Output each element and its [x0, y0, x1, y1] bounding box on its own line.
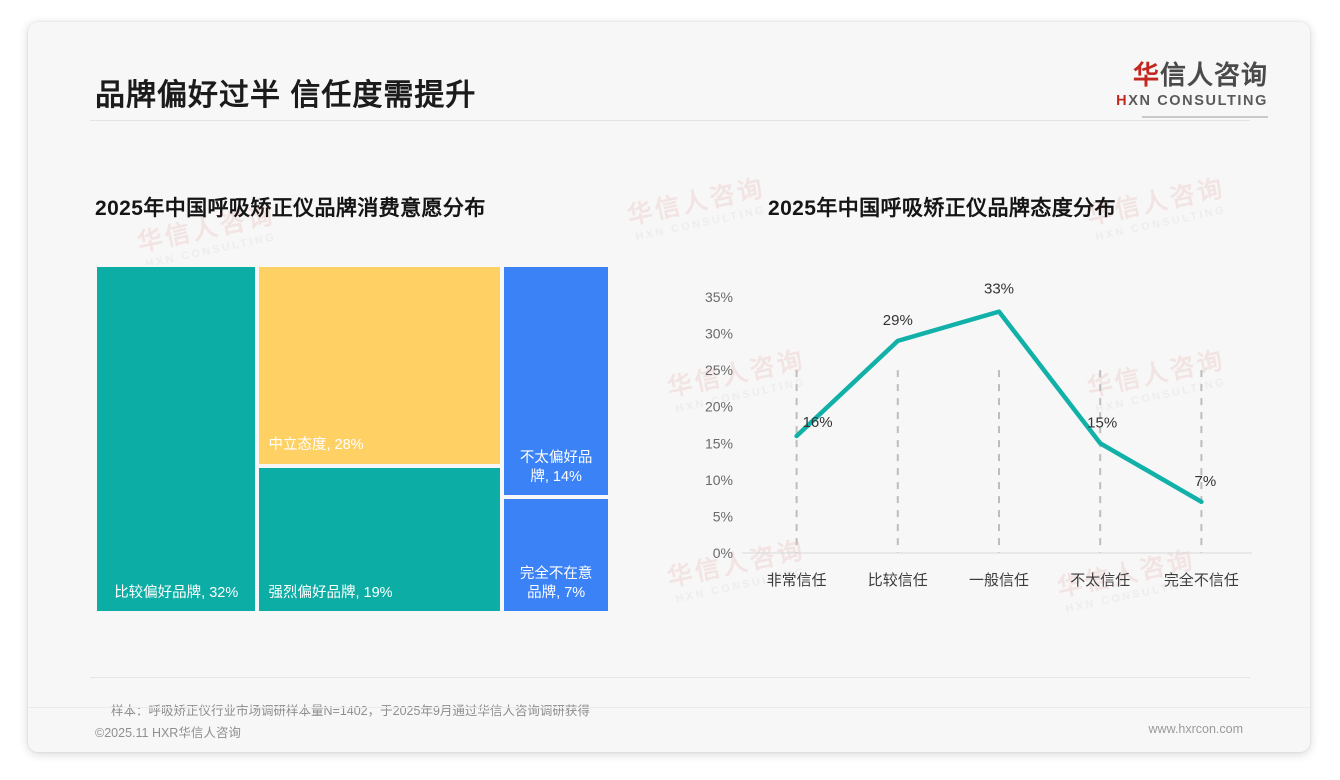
data-series-line — [794, 309, 1204, 505]
data-point-label: 16% — [803, 414, 833, 431]
y-axis-tick-label: 10% — [705, 472, 733, 488]
logo-h-character: H — [1116, 93, 1129, 109]
treemap-tile[interactable]: 强烈偏好品牌, 19% — [257, 465, 503, 613]
y-axis-tick-label: 30% — [705, 326, 733, 342]
brand-logo: 华信人咨询 HXN CONSULTING — [1116, 62, 1268, 118]
x-axis-category-label: 不太信任 — [1070, 572, 1130, 589]
treemap-tile[interactable]: 完全不在意品牌, 7% — [502, 496, 610, 613]
treemap-column: 不太偏好品牌, 14% 完全不在意品牌, 7% — [502, 265, 610, 613]
treemap-column: 比较偏好品牌, 32% — [95, 265, 258, 613]
treemap-tile-label: 强烈偏好品牌, 19% — [268, 584, 393, 601]
header-divider — [90, 120, 1250, 121]
treemap-tile-label: 完全不在意品牌, 7% — [519, 566, 593, 601]
footer-copyright: ©2025.11 HXR华信人咨询 — [95, 726, 241, 740]
y-axis-tick-label: 35% — [705, 289, 733, 305]
logo-underline — [1142, 115, 1268, 118]
treemap-tile-label: 中立态度, 28% — [268, 437, 364, 454]
footnote-divider — [90, 677, 1250, 678]
logo-chinese-rest: 信人咨询 — [1159, 60, 1268, 90]
footer-website[interactable]: www.hxrcon.com — [1148, 722, 1243, 736]
page-title: 品牌偏好过半 信任度需提升 — [95, 79, 477, 112]
data-point-label: 29% — [883, 312, 913, 329]
slide-header: 品牌偏好过半 信任度需提升 华信人咨询 HXN CONSULTING — [28, 22, 1310, 121]
x-axis-category-label: 非常信任 — [767, 572, 827, 589]
right-chart-title: 2025年中国呼吸矫正仪品牌态度分布 — [768, 197, 1116, 220]
treemap-tile[interactable]: 中立态度, 28% — [257, 265, 503, 466]
data-point-label: 15% — [1087, 414, 1117, 431]
treemap-tile[interactable]: 不太偏好品牌, 14% — [502, 265, 610, 497]
treemap-tile-label: 不太偏好品牌, 14% — [519, 450, 593, 485]
y-axis-tick-label: 15% — [705, 435, 733, 451]
y-axis-tick-label: 20% — [705, 399, 733, 415]
y-axis-tick-label: 25% — [705, 362, 733, 378]
logo-english-text: HXN CONSULTING — [1116, 94, 1268, 109]
line-chart-svg: 0% 5% 10% 15% 20% 25% 30% 35% 16% 29% 33% 15% 7% 非常信任… — [705, 281, 1252, 589]
slide-footer: ©2025.11 HXR华信人咨询 www.hxrcon.com — [28, 707, 1310, 752]
y-axis-tick-label: 5% — [713, 508, 733, 524]
slide: 品牌偏好过半 信任度需提升 华信人咨询 HXN CONSULTING 2025年… — [28, 22, 1310, 752]
logo-hua-character: 华 — [1132, 60, 1160, 90]
y-axis-tick-label: 0% — [713, 545, 733, 561]
logo-chinese-text: 华信人咨询 — [1116, 62, 1268, 88]
data-point-label: 33% — [984, 281, 1014, 298]
watermark-cn: 华信人咨询 — [624, 173, 768, 231]
watermark: 华信人咨询 HXN CONSULTING — [624, 173, 770, 244]
treemap-tile[interactable]: 比较偏好品牌, 32% — [95, 265, 258, 613]
x-axis-category-label: 比较信任 — [868, 571, 928, 589]
data-point-label: 7% — [1195, 473, 1217, 490]
x-axis-category-label: 一般信任 — [969, 572, 1029, 589]
logo-english-rest: XN CONSULTING — [1128, 93, 1268, 109]
x-axis-category-label: 完全不信任 — [1164, 571, 1239, 589]
treemap-chart: 比较偏好品牌, 32% 中立态度, 28% 强烈偏好品牌, 19% 不太偏好品牌, 1… — [95, 265, 610, 613]
treemap-column: 中立态度, 28% 强烈偏好品牌, 19% — [257, 265, 503, 613]
watermark-en: HXN CONSULTING — [634, 203, 768, 244]
left-chart-title: 2025年中国呼吸矫正仪品牌消费意愿分布 — [95, 197, 486, 220]
treemap-tile-label: 比较偏好品牌, 32% — [114, 584, 239, 601]
line-chart: 0% 5% 10% 15% 20% 25% 30% 35% 16% 29% 33% 15% 7% 非常信任… — [668, 265, 1268, 613]
